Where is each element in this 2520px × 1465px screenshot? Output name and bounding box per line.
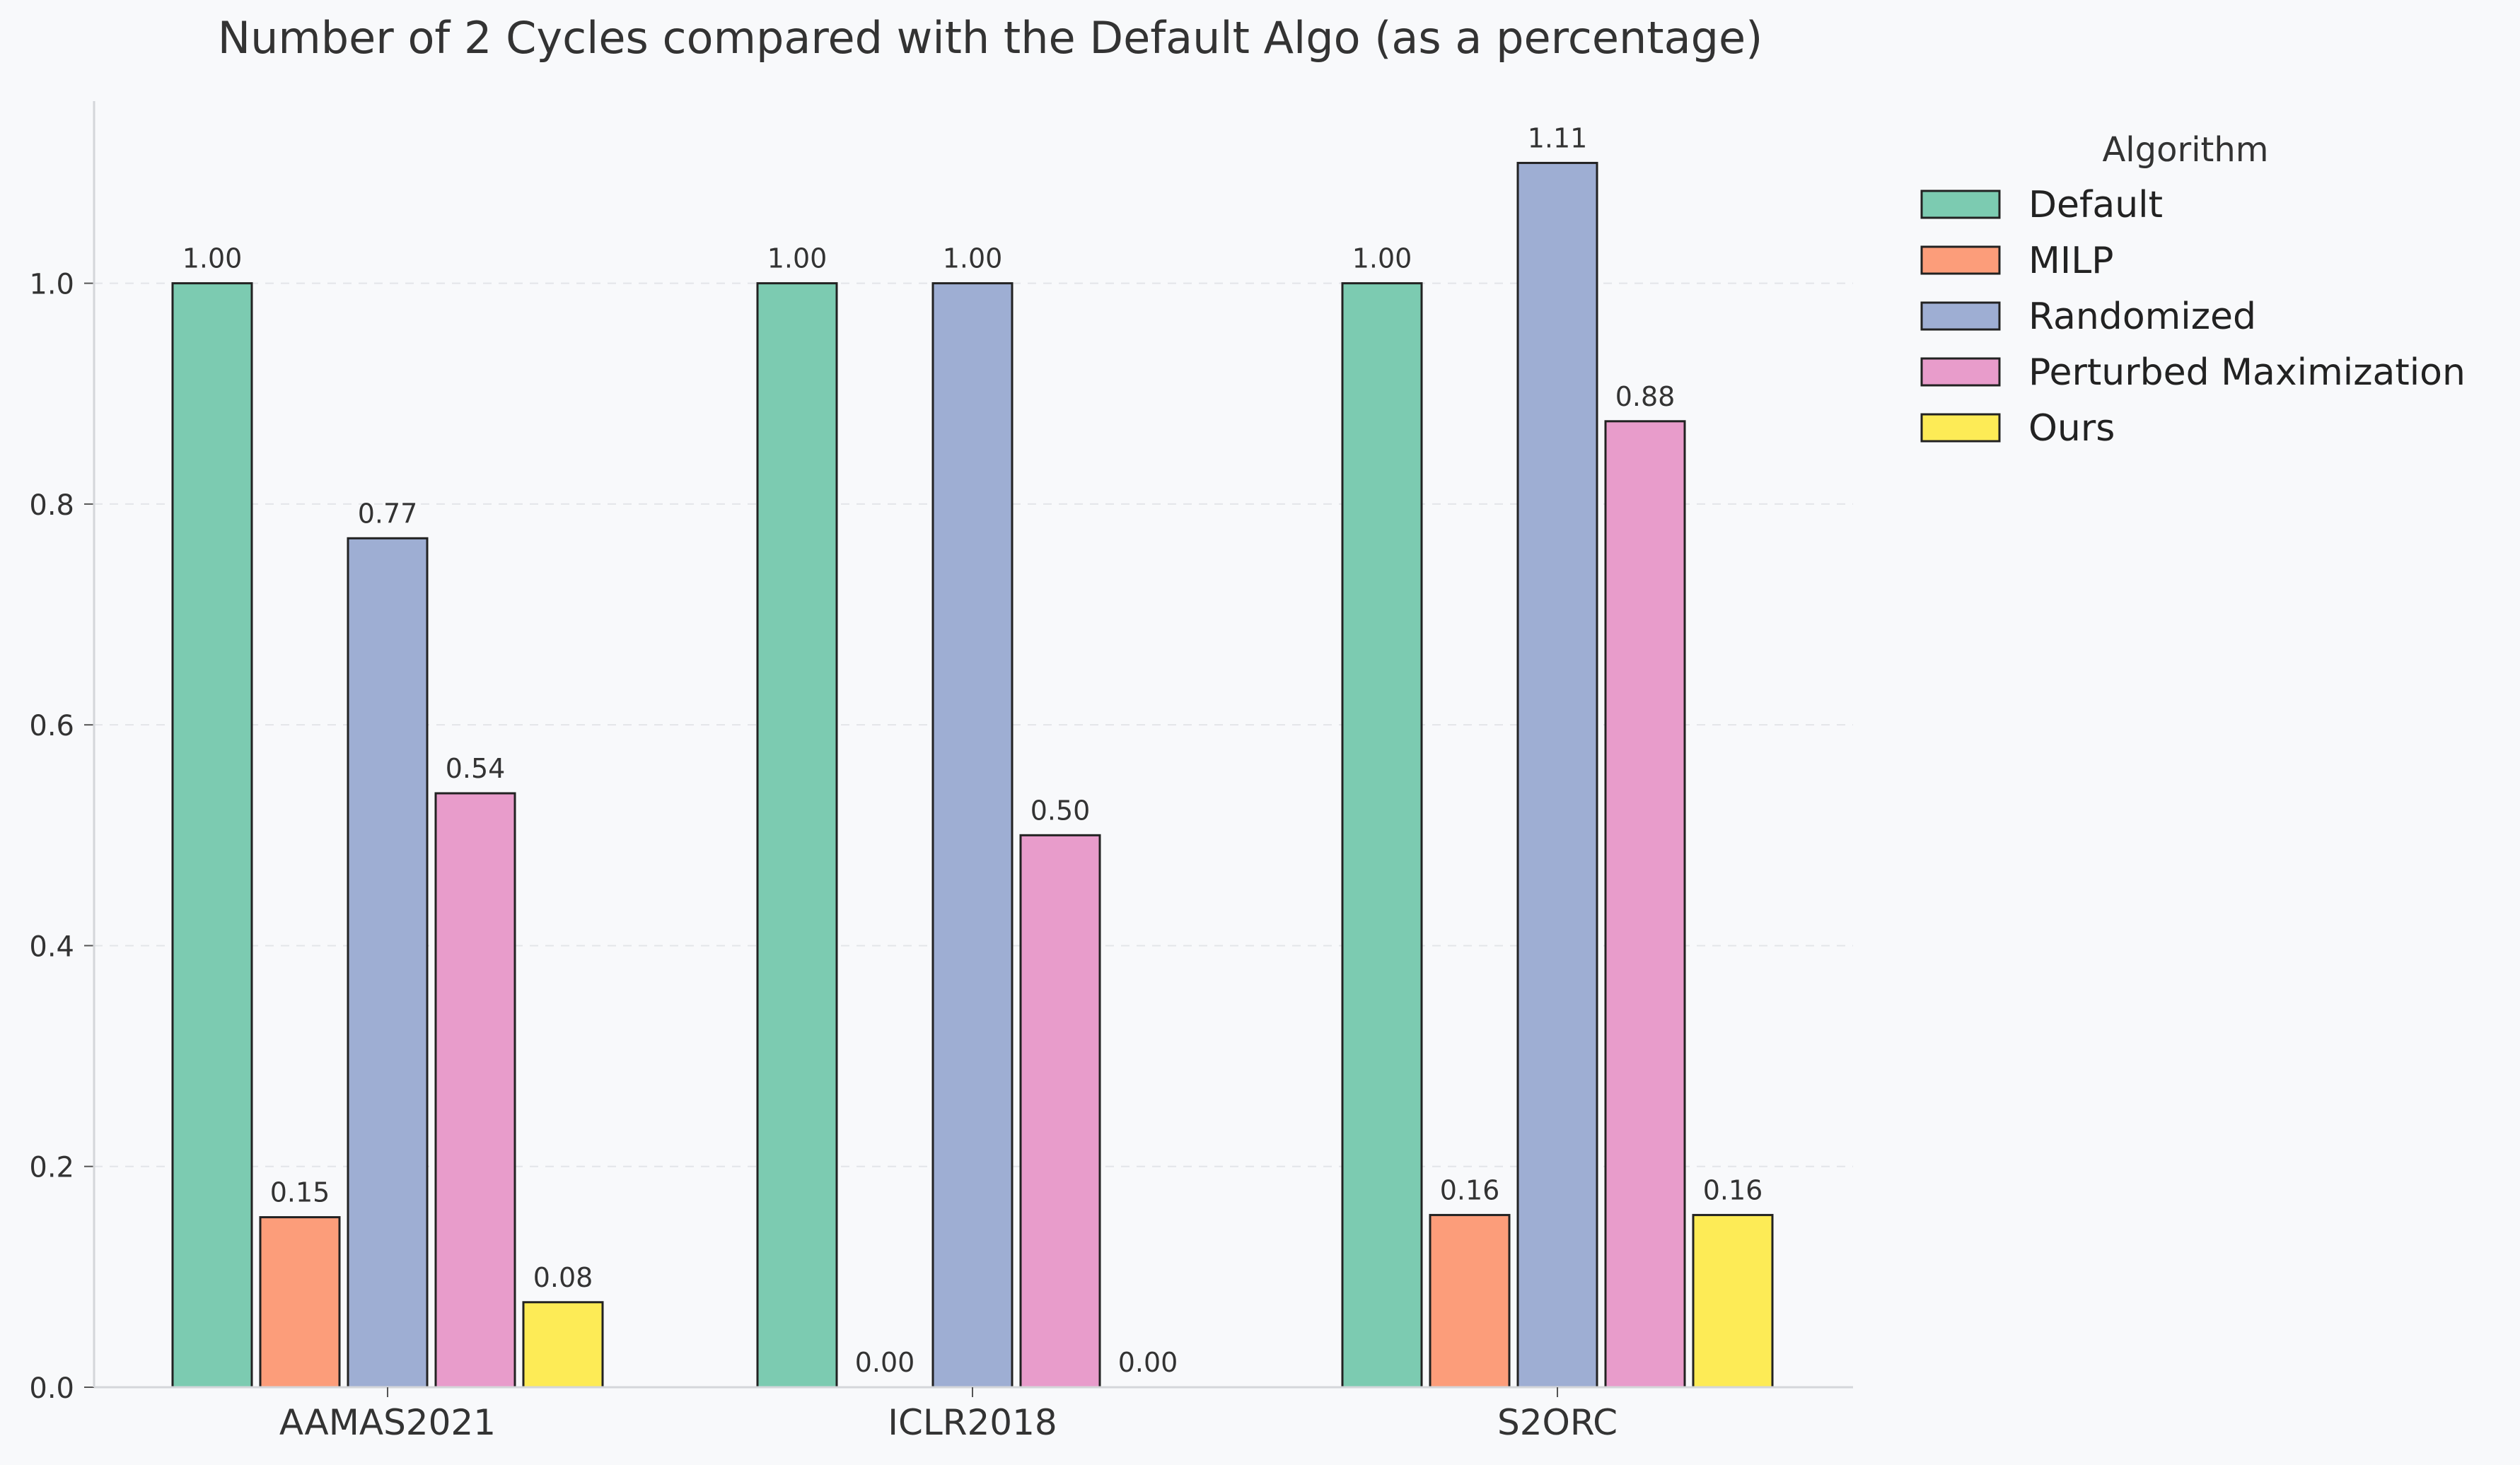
y-tick-label: 0.8	[29, 489, 74, 522]
bar	[259, 1216, 341, 1389]
legend-swatch	[1920, 357, 2001, 387]
y-tick-label: 0.6	[29, 710, 74, 742]
legend-label: Ours	[2028, 407, 2115, 450]
data-label: 0.16	[1703, 1174, 1763, 1206]
bar	[1692, 1213, 1774, 1389]
y-tick-label: 0.2	[29, 1152, 74, 1184]
data-label: 1.00	[767, 243, 828, 274]
legend-swatch	[1920, 245, 2001, 275]
data-label: 1.00	[182, 243, 243, 274]
axes: 0.0 0.2 0.4 0.6 0.8 1.0 AAMAS2021 ICLR2018 S2ORC	[29, 101, 1853, 1443]
y-tick-label: 1.0	[29, 269, 74, 301]
bar	[1019, 834, 1101, 1389]
bar	[171, 282, 253, 1389]
bars	[171, 161, 1774, 1389]
data-label: 1.11	[1528, 122, 1588, 153]
bar	[1341, 282, 1423, 1389]
legend-label: Default	[2028, 184, 2163, 226]
data-label: 0.77	[358, 498, 418, 529]
data-label: 0.50	[1030, 795, 1091, 826]
data-label: 0.08	[533, 1262, 593, 1293]
y-tick-label: 0.4	[29, 930, 74, 963]
legend-swatch	[1920, 301, 2001, 331]
legend-swatch	[1920, 413, 2001, 443]
data-label: 1.00	[943, 243, 1003, 274]
data-label: 0.54	[446, 753, 506, 784]
data-labels: 1.00 0.15 0.77 0.54 0.08 1.00 0.00 1.00 0.50 0.00…	[182, 122, 1763, 1378]
legend-label: Perturbed Maximization	[2028, 351, 2466, 394]
data-label: 0.00	[1118, 1347, 1178, 1378]
bar	[347, 537, 429, 1389]
bar	[931, 282, 1014, 1389]
data-label: 0.16	[1440, 1174, 1500, 1206]
data-label: 0.88	[1615, 381, 1676, 412]
data-label: 0.00	[855, 1347, 915, 1378]
x-tick-label: S2ORC	[1497, 1402, 1618, 1443]
legend-items: Default MILP Randomized Perturbed Maximizat…	[1920, 184, 2466, 450]
data-label: 0.15	[270, 1177, 330, 1208]
bar	[1604, 420, 1686, 1389]
chart-title: Number of 2 Cycles compared with the Def…	[218, 12, 1763, 64]
bar	[522, 1301, 604, 1389]
bar	[1429, 1213, 1511, 1389]
x-tick-label: AAMAS2021	[279, 1402, 496, 1443]
legend: Algorithm Default MILP Randomized Perturbed…	[1920, 130, 2466, 450]
legend-title: Algorithm	[2102, 130, 2268, 170]
bar	[434, 792, 516, 1389]
y-tick-label: 0.0	[29, 1372, 74, 1405]
x-tick-label: ICLR2018	[888, 1402, 1057, 1443]
bar	[756, 282, 838, 1389]
bar	[1516, 161, 1598, 1389]
legend-label: Randomized	[2028, 296, 2256, 338]
legend-swatch	[1920, 189, 2001, 219]
legend-label: MILP	[2028, 240, 2114, 282]
data-label: 1.00	[1352, 243, 1412, 274]
